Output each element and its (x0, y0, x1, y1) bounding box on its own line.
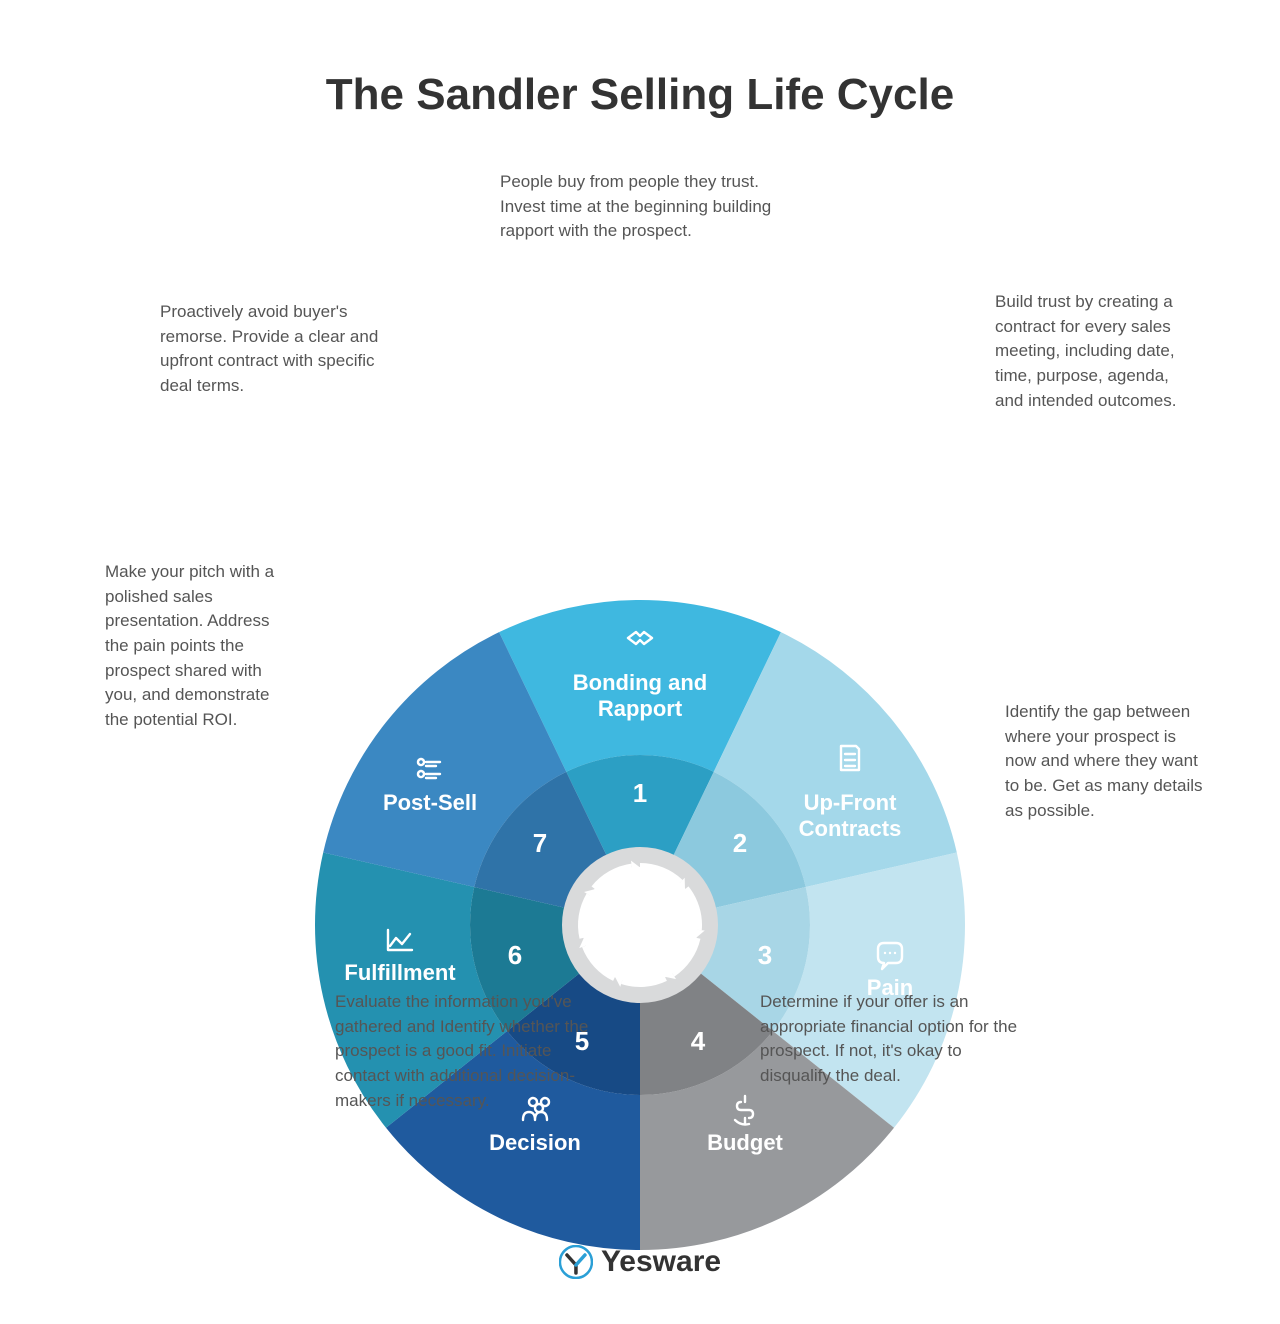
segment-number-3: 3 (758, 940, 772, 970)
segment-label-7: Post-Sell (383, 790, 477, 815)
cycle-chart: 1Bonding andRapport2Up-FrontContracts3Pa… (315, 600, 965, 1250)
segment-desc-7: Proactively avoid buyer's remorse. Provi… (160, 300, 380, 399)
segment-number-4: 4 (691, 1026, 706, 1056)
segment-label-4: Budget (707, 1130, 783, 1155)
segment-number-2: 2 (733, 828, 747, 858)
segment-desc-3: Identify the gap between where your pros… (1005, 700, 1205, 823)
yesware-icon (559, 1245, 593, 1279)
segment-number-7: 7 (533, 828, 547, 858)
page-title: The Sandler Selling Life Cycle (0, 0, 1280, 120)
segment-desc-1: People buy from people they trust. Inves… (500, 170, 800, 244)
brand-logo: Yesware (559, 1245, 721, 1279)
segment-desc-2: Build trust by creating a contract for e… (995, 290, 1195, 413)
brand-name: Yesware (601, 1245, 721, 1279)
segment-number-1: 1 (633, 778, 647, 808)
segment-label-5: Decision (489, 1130, 581, 1155)
segment-label-2: Up-FrontContracts (799, 790, 902, 841)
segment-desc-5: Evaluate the information you've gathered… (335, 990, 605, 1113)
segment-label-6: Fulfillment (344, 960, 456, 985)
segment-desc-6: Make your pitch with a polished sales pr… (105, 560, 285, 732)
segment-number-6: 6 (508, 940, 522, 970)
segment-desc-4: Determine if your offer is an appropriat… (760, 990, 1020, 1089)
